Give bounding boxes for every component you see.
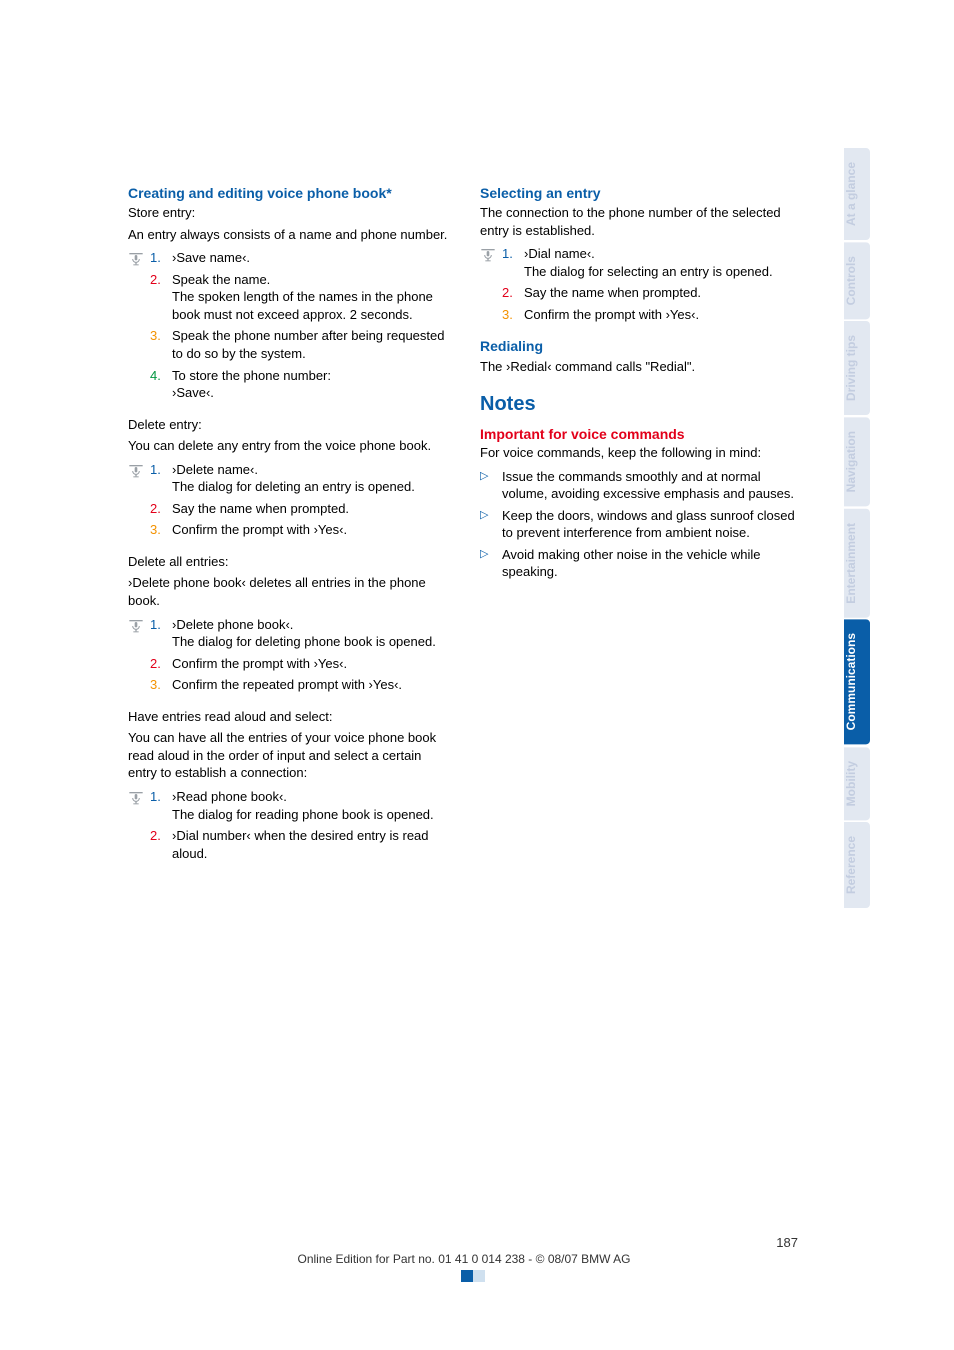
footer-line: Online Edition for Part no. 01 41 0 014 … (128, 1252, 800, 1266)
page-number: 187 (128, 1235, 800, 1250)
section-tabs: At a glanceControlsDriving tipsNavigatio… (844, 148, 870, 910)
section-tab[interactable]: Driving tips (844, 321, 870, 415)
section-tab[interactable]: Communications (844, 619, 870, 744)
triangle-icon: ▷ (480, 546, 502, 581)
list-number: 2. (150, 271, 172, 324)
list-item: 1.›Delete name‹. The dialog for deleting… (150, 461, 448, 496)
list-item: ▷Avoid making other noise in the vehicle… (480, 546, 800, 581)
list-item: 4.To store the phone number: ›Save‹. (150, 367, 448, 402)
triangle-icon: ▷ (480, 507, 502, 542)
list-number: 1. (150, 616, 172, 651)
list-number: 2. (502, 284, 524, 302)
mic-icon (128, 249, 150, 405)
list-number: 2. (150, 827, 172, 862)
list-text: Say the name when prompted. (172, 500, 448, 518)
text-store-entry: An entry always consists of a name and p… (128, 226, 448, 244)
list-text: ›Save name‹. (172, 249, 448, 267)
footer-marker-fade (473, 1270, 485, 1282)
list-text: Keep the doors, windows and glass sunroo… (502, 507, 800, 542)
list-number: 2. (150, 500, 172, 518)
label-delete-entry: Delete entry: (128, 416, 448, 434)
text-selecting: The connection to the phone number of th… (480, 204, 800, 239)
label-delete-all: Delete all entries: (128, 553, 448, 571)
mic-icon (128, 616, 150, 698)
list-item: ▷Keep the doors, windows and glass sunro… (480, 507, 800, 542)
list-item: 3.Confirm the prompt with ›Yes‹. (150, 521, 448, 539)
label-store-entry: Store entry: (128, 204, 448, 222)
section-tab[interactable]: Navigation (844, 417, 870, 506)
list-voice-tips: ▷Issue the commands smoothly and at norm… (480, 468, 800, 581)
section-tab[interactable]: Reference (844, 822, 870, 908)
list-text: ›Read phone book‹. The dialog for readin… (172, 788, 448, 823)
footer-marker (461, 1270, 473, 1282)
text-delete-entry: You can delete any entry from the voice … (128, 437, 448, 455)
list-text: ›Delete phone book‹. The dialog for dele… (172, 616, 448, 651)
list-number: 3. (150, 676, 172, 694)
heading-notes: Notes (480, 393, 800, 416)
list-read-aloud: 1.›Read phone book‹. The dialog for read… (128, 788, 448, 866)
list-text: Speak the phone number after being reque… (172, 327, 448, 362)
list-item: 3.Speak the phone number after being req… (150, 327, 448, 362)
list-number: 1. (150, 788, 172, 823)
triangle-icon: ▷ (480, 468, 502, 503)
list-item: 2.Speak the name. The spoken length of t… (150, 271, 448, 324)
mic-icon (480, 245, 502, 327)
section-tab[interactable]: Mobility (844, 747, 870, 820)
right-column: Selecting an entry The connection to the… (480, 178, 800, 876)
heading-selecting: Selecting an entry (480, 184, 800, 202)
list-selecting: 1.›Dial name‹. The dialog for selecting … (480, 245, 800, 327)
heading-important: Important for voice commands (480, 426, 800, 442)
list-text: Speak the name. The spoken length of the… (172, 271, 448, 324)
list-item: 1.›Dial name‹. The dialog for selecting … (502, 245, 800, 280)
section-tab[interactable]: Entertainment (844, 509, 870, 618)
section-tab[interactable]: At a glance (844, 148, 870, 240)
text-redialing: The ›Redial‹ command calls "Redial". (480, 358, 800, 376)
label-read-aloud: Have entries read aloud and select: (128, 708, 448, 726)
list-text: Avoid making other noise in the vehicle … (502, 546, 800, 581)
list-item: 2.Say the name when prompted. (150, 500, 448, 518)
mic-icon (128, 788, 150, 866)
heading-create-phonebook: Creating and editing voice phone book* (128, 184, 448, 202)
list-text: Say the name when prompted. (524, 284, 800, 302)
list-number: 1. (150, 249, 172, 267)
list-text: To store the phone number: ›Save‹. (172, 367, 448, 402)
list-text: Confirm the repeated prompt with ›Yes‹. (172, 676, 448, 694)
list-delete-entry: 1.›Delete name‹. The dialog for deleting… (128, 461, 448, 543)
section-tab[interactable]: Controls (844, 242, 870, 319)
list-item: ▷Issue the commands smoothly and at norm… (480, 468, 800, 503)
list-text: ›Delete name‹. The dialog for deleting a… (172, 461, 448, 496)
list-number: 2. (150, 655, 172, 673)
list-item: 2.›Dial number‹ when the desired entry i… (150, 827, 448, 862)
list-number: 3. (150, 521, 172, 539)
text-delete-all: ›Delete phone book‹ deletes all entries … (128, 574, 448, 609)
heading-redialing: Redialing (480, 337, 800, 355)
list-text: Confirm the prompt with ›Yes‹. (172, 521, 448, 539)
list-number: 3. (502, 306, 524, 324)
list-text: ›Dial number‹ when the desired entry is … (172, 827, 448, 862)
content-area: Creating and editing voice phone book* S… (128, 178, 800, 876)
list-number: 1. (502, 245, 524, 280)
list-item: 3.Confirm the repeated prompt with ›Yes‹… (150, 676, 448, 694)
list-store-entry: 1.›Save name‹.2.Speak the name. The spok… (128, 249, 448, 405)
list-item: 2.Confirm the prompt with ›Yes‹. (150, 655, 448, 673)
text-read-aloud: You can have all the entries of your voi… (128, 729, 448, 782)
list-delete-all: 1.›Delete phone book‹. The dialog for de… (128, 616, 448, 698)
list-item: 3.Confirm the prompt with ›Yes‹. (502, 306, 800, 324)
list-item: 1.›Delete phone book‹. The dialog for de… (150, 616, 448, 651)
list-text: Confirm the prompt with ›Yes‹. (524, 306, 800, 324)
list-text: ›Dial name‹. The dialog for selecting an… (524, 245, 800, 280)
list-item: 1.›Save name‹. (150, 249, 448, 267)
list-item: 1.›Read phone book‹. The dialog for read… (150, 788, 448, 823)
text-important: For voice commands, keep the following i… (480, 444, 800, 462)
list-text: Issue the commands smoothly and at norma… (502, 468, 800, 503)
footer: 187 Online Edition for Part no. 01 41 0 … (128, 1235, 800, 1266)
list-item: 2.Say the name when prompted. (502, 284, 800, 302)
list-number: 3. (150, 327, 172, 362)
left-column: Creating and editing voice phone book* S… (128, 178, 448, 876)
list-number: 1. (150, 461, 172, 496)
list-text: Confirm the prompt with ›Yes‹. (172, 655, 448, 673)
mic-icon (128, 461, 150, 543)
list-number: 4. (150, 367, 172, 402)
page: At a glanceControlsDriving tipsNavigatio… (0, 0, 954, 1350)
